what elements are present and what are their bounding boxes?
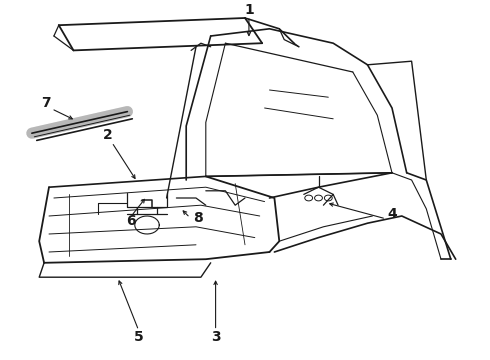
Text: 6: 6 <box>126 215 136 228</box>
Text: 1: 1 <box>244 3 254 17</box>
Text: 8: 8 <box>194 211 203 225</box>
Text: 2: 2 <box>103 128 113 142</box>
Text: 7: 7 <box>41 96 50 109</box>
Text: 4: 4 <box>387 207 397 221</box>
Text: 5: 5 <box>134 330 144 343</box>
Text: 3: 3 <box>211 330 220 343</box>
